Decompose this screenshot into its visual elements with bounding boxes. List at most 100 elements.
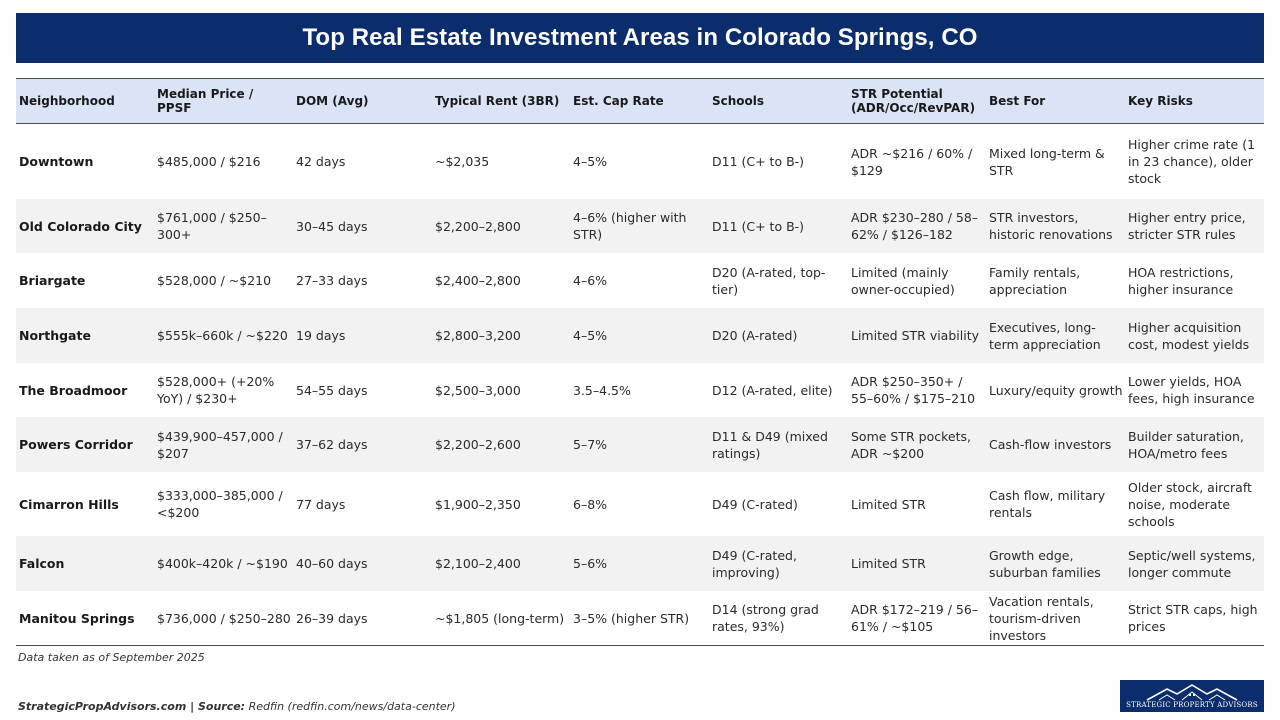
table-cell: Luxury/equity growth — [989, 382, 1123, 398]
table-cell: 40–60 days — [296, 556, 368, 571]
neighborhood-cell: The Broadmoor — [19, 382, 128, 398]
table-cell: 4–5% — [573, 328, 608, 343]
table-cell: 5–7% — [573, 437, 608, 452]
table-row: Northgate $555k–660k / ~$220 19 days $2,… — [16, 308, 1264, 363]
table-cell: $2,500–3,000 — [435, 382, 521, 398]
page-title-banner: Top Real Estate Investment Areas in Colo… — [16, 13, 1264, 63]
table-cell: 26–39 days — [296, 610, 368, 626]
table-cell: 6–8% — [573, 496, 608, 512]
table-cell: Older stock, aircraft noise, moderate sc… — [1128, 479, 1252, 529]
logo-text: STRATEGIC PROPERTY ADVISORS — [1126, 701, 1258, 709]
source-separator: | — [186, 700, 198, 713]
table-cell: 3–5% (higher STR) — [573, 610, 690, 626]
table-cell: Limited STR — [851, 496, 926, 512]
table-cell: Family rentals, appreciation — [989, 264, 1081, 297]
table-row: Cimarron Hills $333,000–385,000 / <$200 … — [16, 472, 1264, 536]
table-cell: 30–45 days — [296, 218, 368, 234]
column-header: Median Price / PPSF — [157, 87, 254, 115]
table-cell: Vacation rentals, tourism-driven investo… — [989, 593, 1094, 643]
table-cell: Limited (mainly owner-occupied) — [851, 264, 955, 297]
column-header: DOM (Avg) — [296, 94, 369, 108]
table-cell: 54–55 days — [296, 382, 368, 398]
house-roofline-icon — [1146, 684, 1238, 701]
table-cell: Higher crime rate (1 in 23 chance), olde… — [1128, 137, 1256, 186]
table-cell: 4–6% — [573, 273, 608, 288]
source-label: Source: — [197, 700, 246, 713]
table-header-row: Neighborhood Median Price / PPSF DOM (Av… — [16, 79, 1264, 124]
source-line: StrategicPropAdvisors.com | Source: Redf… — [18, 700, 456, 713]
neighborhood-cell: Powers Corridor — [19, 437, 133, 452]
table-cell: $2,400–2,800 — [435, 273, 521, 288]
neighborhood-cell: Northgate — [19, 328, 91, 343]
table-row: Powers Corridor $439,900–457,000 / $207 … — [16, 417, 1264, 472]
table-row: Downtown $485,000 / $216 42 days ~$2,035… — [16, 124, 1264, 199]
table-cell: ~$2,035 — [435, 154, 490, 169]
table-cell: D11 (C+ to B-) — [712, 154, 805, 169]
table-cell: 4–5% — [573, 154, 608, 169]
column-header: Neighborhood — [19, 94, 115, 108]
table-cell: $736,000 / $250–280 — [157, 610, 291, 626]
table-cell: $2,200–2,800 — [435, 218, 521, 234]
table-cell: $333,000–385,000 / <$200 — [157, 488, 283, 520]
table-cell: Growth edge, suburban families — [989, 547, 1101, 580]
table-cell: 77 days — [296, 496, 346, 512]
neighborhood-cell: Downtown — [19, 154, 94, 169]
table-row: Falcon $400k–420k / ~$190 40–60 days $2,… — [16, 536, 1264, 591]
table-cell: 19 days — [296, 328, 346, 343]
table-cell: STR investors, historic renovations — [989, 210, 1113, 242]
table-cell: 5–6% — [573, 556, 608, 571]
table-cell: Cash flow, military rentals — [989, 488, 1106, 520]
source-text: Redfin (redfin.com/news/data-center) — [245, 700, 456, 713]
table-cell: $1,900–2,350 — [435, 496, 521, 512]
table-cell: ~$1,805 (long-term) — [435, 610, 565, 626]
table-cell: D11 (C+ to B-) — [712, 218, 805, 234]
table-cell: Executives, long-term appreciation — [989, 319, 1101, 352]
table-cell: $2,800–3,200 — [435, 328, 521, 343]
table-cell: $528,000+ (+20% YoY) / $230+ — [157, 374, 275, 406]
investment-areas-table: Neighborhood Median Price / PPSF DOM (Av… — [16, 78, 1264, 646]
page-title: Top Real Estate Investment Areas in Colo… — [302, 24, 978, 51]
table-cell: ADR $172–219 / 56–61% / ~$105 — [851, 602, 979, 634]
table-cell: $2,100–2,400 — [435, 556, 521, 571]
neighborhood-cell: Cimarron Hills — [19, 496, 119, 512]
table-cell: $761,000 / $250–300+ — [157, 210, 267, 242]
table-cell: Cash-flow investors — [989, 437, 1112, 452]
table-cell: $439,900–457,000 / $207 — [157, 428, 283, 461]
column-header: STR Potential (ADR/Occ/RevPAR) — [851, 87, 976, 115]
column-header: Est. Cap Rate — [573, 94, 664, 108]
table-cell: Lower yields, HOA fees, high insurance — [1128, 374, 1255, 406]
table-cell: Higher acquisition cost, modest yields — [1128, 319, 1250, 352]
column-header: Schools — [712, 94, 765, 108]
table-cell: 3.5–4.5% — [573, 382, 631, 398]
table-cell: $528,000 / ~$210 — [157, 273, 272, 288]
neighborhood-cell: Manitou Springs — [19, 610, 135, 626]
table-row: Briargate $528,000 / ~$210 27–33 days $2… — [16, 253, 1264, 308]
table-row: Old Colorado City $761,000 / $250–300+ 3… — [16, 199, 1264, 253]
table-cell: D20 (A-rated, top-tier) — [712, 264, 826, 297]
table-cell: $485,000 / $216 — [157, 154, 261, 169]
table-cell: $555k–660k / ~$220 — [157, 328, 288, 343]
table-cell: 4–6% (higher with STR) — [573, 210, 687, 242]
table-cell: Limited STR viability — [851, 328, 979, 343]
table-cell: Higher entry price, stricter STR rules — [1128, 210, 1246, 242]
table-row: Manitou Springs $736,000 / $250–280 26–3… — [16, 591, 1264, 645]
neighborhood-cell: Briargate — [19, 273, 86, 288]
table-cell: 37–62 days — [296, 437, 368, 452]
table-cell: Strict STR caps, high prices — [1128, 602, 1258, 634]
table-cell: Builder saturation, HOA/metro fees — [1128, 428, 1244, 461]
table-cell: D49 (C-rated, improving) — [712, 547, 797, 580]
table-cell: ADR ~$216 / 60% / $129 — [851, 145, 973, 178]
table-cell: D20 (A-rated) — [712, 328, 798, 343]
table-cell: $2,200–2,600 — [435, 437, 521, 452]
site-name: StrategicPropAdvisors.com — [18, 700, 187, 713]
company-logo: STRATEGIC PROPERTY ADVISORS — [1120, 680, 1264, 712]
data-date-footnote: Data taken as of September 2025 — [18, 651, 205, 664]
table-cell: D14 (strong grad rates, 93%) — [712, 602, 819, 634]
table-row: The Broadmoor $528,000+ (+20% YoY) / $23… — [16, 363, 1264, 417]
table-cell: ADR $230–280 / 58–62% / $126–182 — [851, 210, 979, 242]
table-cell: Limited STR — [851, 556, 926, 571]
table-cell: D12 (A-rated, elite) — [712, 382, 833, 398]
table-cell: HOA restrictions, higher insurance — [1128, 264, 1234, 297]
neighborhood-cell: Falcon — [19, 556, 65, 571]
table-cell: $400k–420k / ~$190 — [157, 556, 288, 571]
